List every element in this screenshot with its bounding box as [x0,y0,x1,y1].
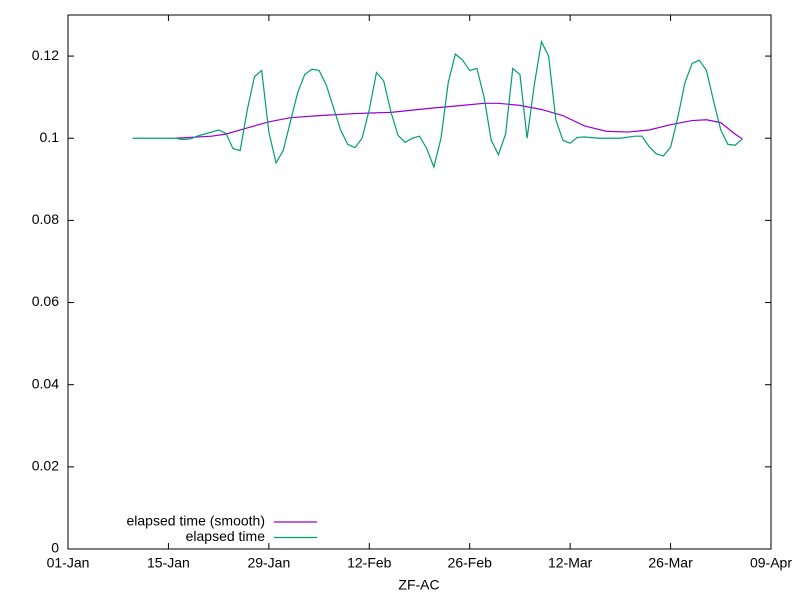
x-axis-label: ZF-AC [398,577,439,593]
x-tick-label: 12-Feb [347,555,392,571]
x-tick-label: 26-Mar [648,555,693,571]
y-tick-label: 0.06 [32,293,59,309]
x-tick-label: 12-Mar [548,555,593,571]
line [175,102,743,140]
legend-label: elapsed time [186,528,266,544]
legend-label: elapsed time (smooth) [126,513,265,529]
plot-frame [67,14,772,550]
x-tick-label: 26-Feb [448,555,493,571]
y-tick-label: 0.1 [40,129,60,145]
x-tick-label: 09-Apr [750,555,792,571]
y-tick-label: 0.08 [32,211,59,227]
x-tick-label: 01-Jan [47,555,90,571]
y-tick-label: 0.02 [32,458,59,474]
y-tick-label: 0.12 [32,47,59,63]
x-tick-label: 15-Jan [147,555,190,571]
x-tick-label: 29-Jan [247,555,290,571]
y-tick-label: 0 [51,540,59,556]
y-tick-label: 0.04 [32,375,59,391]
line [132,39,743,169]
